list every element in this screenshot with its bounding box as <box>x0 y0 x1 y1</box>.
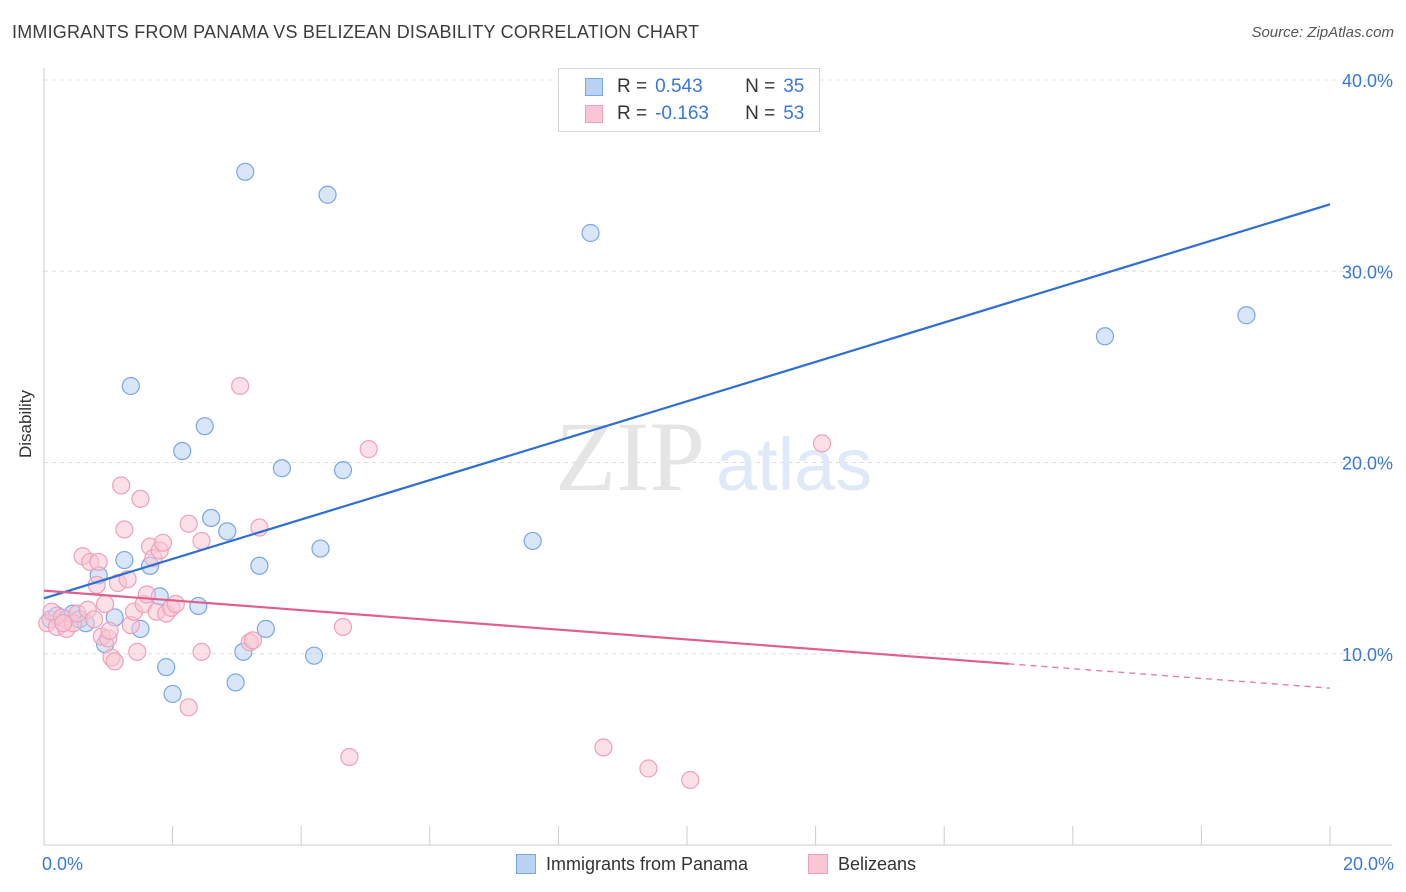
point-panama <box>272 459 292 478</box>
point-belizeans <box>179 514 198 533</box>
y-tick-label: 20.0% <box>1342 454 1393 474</box>
legend-r-value-belizeans: -0.163 <box>655 103 709 124</box>
point-belizeans <box>131 489 150 508</box>
point-belizeans <box>812 434 832 453</box>
legend-row-belizeans: R = -0.163 N = 53 <box>585 102 804 126</box>
point-belizeans <box>243 631 263 650</box>
point-belizeans <box>95 594 115 614</box>
point-belizeans <box>359 440 378 459</box>
point-belizeans <box>112 476 131 495</box>
stats-legend: R = 0.543 N = 35 R = -0.163 N = 53 <box>558 68 820 132</box>
point-panama <box>218 522 237 541</box>
point-panama <box>157 658 176 677</box>
bottom-legend-label-panama: Immigrants from Panama <box>546 853 749 874</box>
chart-title: IMMIGRANTS FROM PANAMA VS BELIZEAN DISAB… <box>12 22 700 42</box>
x-tick-label: 20.0% <box>1343 854 1394 874</box>
legend-swatch-panama <box>585 78 603 96</box>
y-tick-label: 30.0% <box>1342 262 1393 282</box>
y-tick-label: 40.0% <box>1342 71 1393 91</box>
point-belizeans <box>54 614 73 633</box>
legend-r-value-panama: 0.543 <box>655 76 703 97</box>
trendline-belizeans <box>43 589 1009 665</box>
point-belizeans <box>166 594 185 614</box>
point-panama <box>173 441 192 461</box>
point-panama <box>189 596 208 616</box>
point-belizeans <box>639 759 658 778</box>
point-belizeans <box>128 642 147 661</box>
point-panama <box>304 646 324 665</box>
bottom-legend-swatch-belizeans <box>808 854 828 874</box>
trendline-belizeans-dashed <box>1008 663 1331 689</box>
x-tick-label: 0.0% <box>42 854 83 874</box>
point-belizeans <box>192 531 211 551</box>
point-panama <box>523 531 542 551</box>
point-belizeans <box>85 610 104 629</box>
point-panama <box>195 417 214 436</box>
point-belizeans <box>115 520 134 539</box>
point-panama <box>250 556 269 575</box>
bottom-legend-belizeans: Belizeans <box>808 852 916 876</box>
source-label: Source: ZipAtlas.com <box>1251 24 1394 41</box>
point-belizeans <box>153 533 173 552</box>
watermark-atlas: atlas <box>716 423 872 506</box>
point-belizeans <box>231 376 250 396</box>
point-panama <box>256 619 275 638</box>
point-panama <box>202 508 221 528</box>
legend-r-label: R = <box>617 76 648 97</box>
point-panama <box>115 550 134 570</box>
point-panama <box>1237 306 1256 325</box>
point-belizeans <box>681 770 700 790</box>
point-panama <box>581 223 600 243</box>
point-panama <box>163 684 182 704</box>
legend-row-panama: R = 0.543 N = 35 <box>585 75 804 99</box>
legend-n-value-panama: 35 <box>783 76 805 97</box>
point-belizeans <box>179 698 198 717</box>
bottom-legend-panama: Immigrants from Panama <box>516 852 748 876</box>
y-tick-label: 10.0% <box>1342 645 1393 665</box>
legend-n-label: N = <box>745 103 776 124</box>
point-belizeans <box>594 738 613 757</box>
legend-swatch-belizeans <box>585 105 603 123</box>
bottom-legend-label-belizeans: Belizeans <box>838 853 917 874</box>
legend-r-label: R = <box>617 103 648 124</box>
point-belizeans <box>137 585 156 604</box>
point-belizeans <box>333 617 353 637</box>
point-panama <box>226 673 245 692</box>
point-belizeans <box>340 747 359 767</box>
point-belizeans <box>100 621 119 640</box>
point-belizeans <box>89 552 108 572</box>
point-panama <box>236 162 255 181</box>
point-panama <box>1095 327 1115 346</box>
legend-n-value-belizeans: 53 <box>783 103 805 124</box>
y-axis-label: Disability <box>16 389 35 458</box>
point-panama <box>121 376 140 396</box>
point-belizeans <box>105 652 124 671</box>
legend-n-label: N = <box>745 76 776 97</box>
point-panama <box>333 461 353 480</box>
point-belizeans <box>192 642 211 661</box>
bottom-legend-swatch-panama <box>516 854 536 874</box>
point-panama <box>318 185 337 204</box>
trendline-panama <box>43 203 1331 600</box>
point-panama <box>311 539 330 558</box>
